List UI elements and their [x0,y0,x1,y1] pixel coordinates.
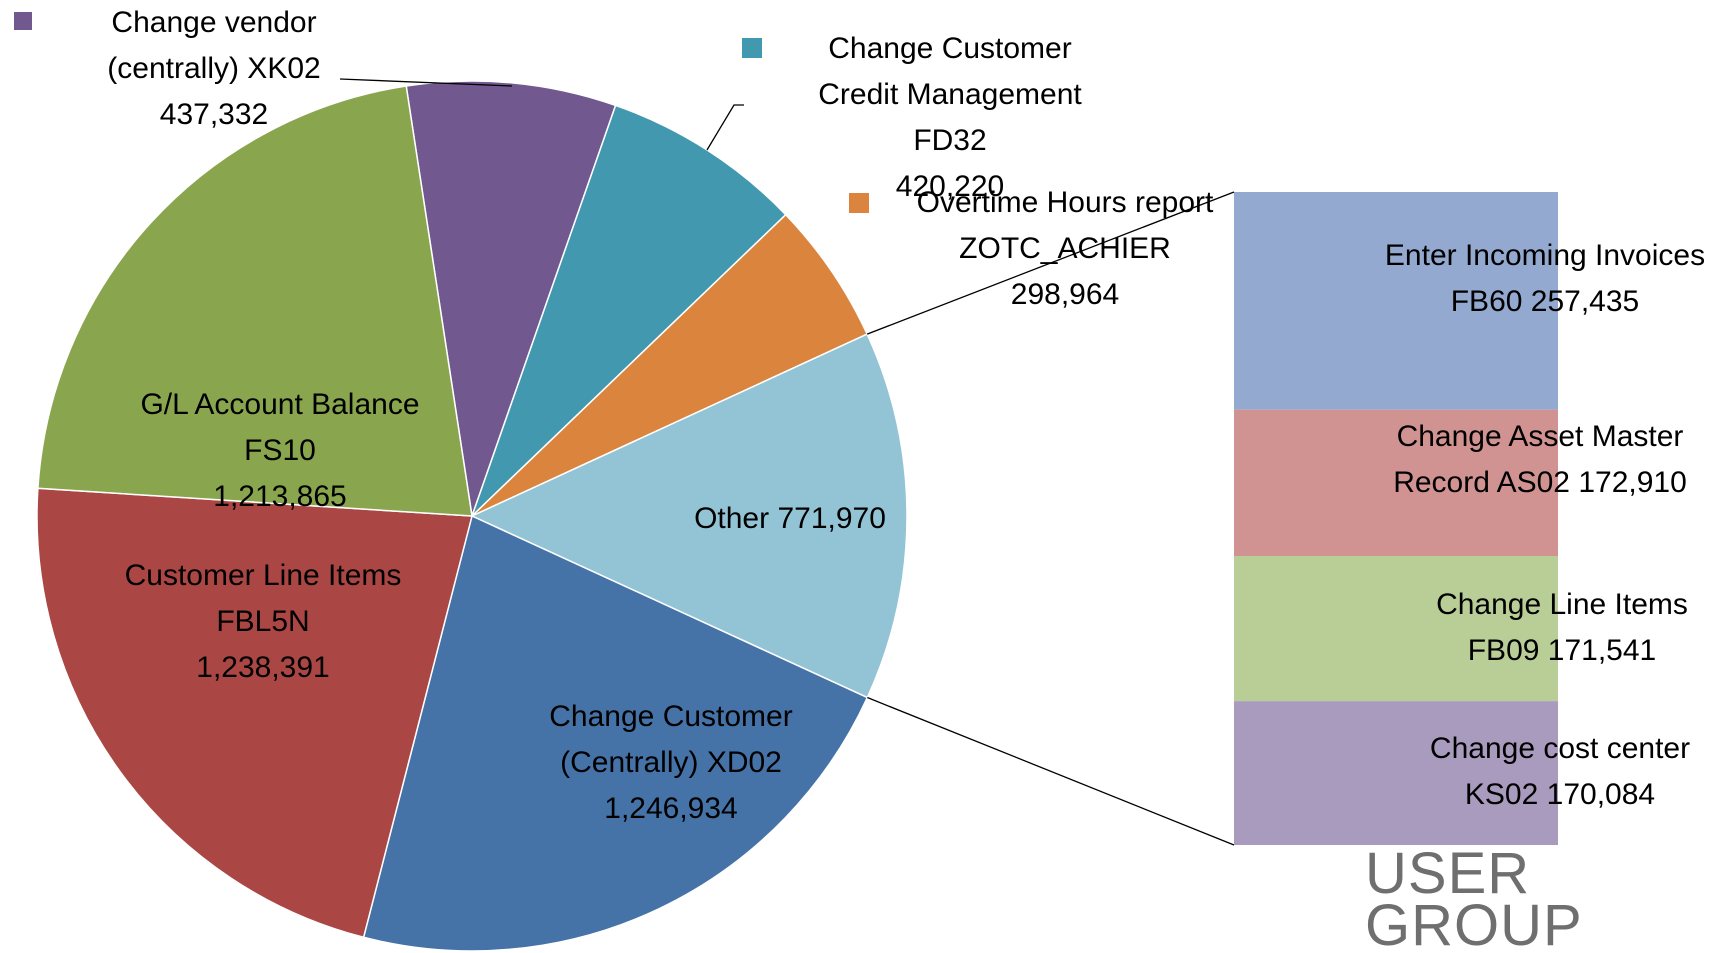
bar-segment [1234,409,1558,557]
category-label: Overtime Hours report ZOTC_ACHIER [916,186,1214,265]
data-label: Change cost center KS02 170,084 [1410,726,1710,818]
data-label: G/L Account Balance FS10 1,213,865 [110,382,450,520]
value-label: 437,332 [159,98,269,131]
value-label: 172,910 [1578,466,1687,499]
leader-line [706,104,744,151]
connector [866,191,1235,335]
connector [867,696,1235,846]
data-label: Overtime Hours report ZOTC_ACHIER 298,96… [900,180,1230,318]
pie-slice [470,333,908,699]
value-label: 1,213,865 [213,480,347,513]
legend-key [849,193,869,213]
leader-line [339,78,513,87]
category-label: Other [694,502,770,535]
legend-key [742,38,762,58]
value-label: 771,970 [777,502,886,535]
logo: GROUP [1365,893,1583,953]
category-label: Change Customer Credit Management FD32 [818,32,1082,157]
category-label: Change vendor (centrally) XK02 [107,6,321,85]
data-label: Change vendor (centrally) XK02 437,332 [44,0,384,138]
category-label: Change cost center KS02 [1429,732,1691,811]
value-label: 298,964 [1010,278,1120,311]
data-label: Other 771,970 [660,496,920,542]
category-label: Enter Incoming Invoices FB60 [1384,239,1706,318]
pie-slice [37,85,473,517]
pie-slice [362,514,869,952]
value-label: 420,220 [895,170,1005,203]
pie-slice [36,487,473,939]
pie-slice [405,80,617,517]
data-label: Customer Line Items FBL5N 1,238,391 [93,553,433,691]
bar-segment [1234,192,1558,410]
category-label: Change Line Items FB09 [1436,588,1688,667]
data-label: Enter Incoming Invoices FB60 257,435 [1380,233,1710,325]
category-label: G/L Account Balance FS10 [140,388,420,467]
data-label: Change Customer Credit Management FD32 4… [785,26,1115,210]
category-label: Change Customer (Centrally) XD02 [549,700,793,779]
logo: USER [1365,841,1531,906]
data-label: Change Asset Master Record AS02 172,910 [1375,414,1705,506]
legend-key [14,12,32,30]
data-label: Change Customer (Centrally) XD02 1,246,9… [501,694,841,832]
category-label: Customer Line Items FBL5N [124,559,402,638]
pie-slice [471,213,869,517]
value-label: 171,541 [1547,634,1657,667]
data-label: Change Line Items FB09 171,541 [1412,582,1711,674]
value-label: 1,238,391 [196,651,330,684]
value-label: 257,435 [1530,285,1640,318]
value-label: 1,246,934 [604,792,738,825]
category-label: Change Asset Master Record AS02 [1393,420,1684,499]
value-label: 170,084 [1546,778,1656,811]
bar-segment [1234,701,1558,845]
bar-segment [1234,556,1558,702]
